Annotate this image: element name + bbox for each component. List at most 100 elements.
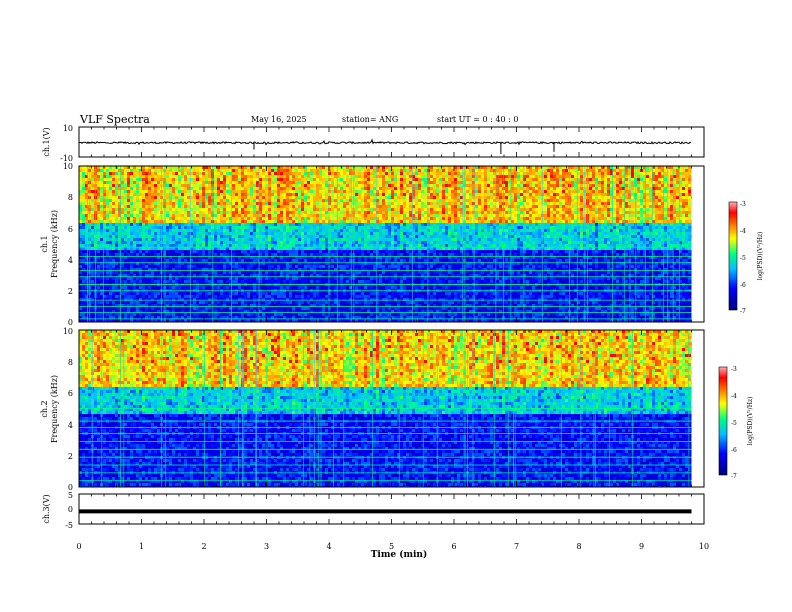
spectrogram-cell xyxy=(91,190,94,193)
spectrogram-cell xyxy=(322,208,325,211)
spectrogram-cell xyxy=(250,244,253,247)
spectrogram-cell xyxy=(115,202,118,205)
spectrogram-cell xyxy=(283,223,286,226)
spectrogram-cell xyxy=(316,271,319,274)
spectrogram-cell xyxy=(157,235,160,238)
spectrogram-cell xyxy=(154,277,157,280)
spectrogram-cell xyxy=(277,316,280,319)
spectrogram-cell xyxy=(130,229,133,232)
spectrogram-cell xyxy=(328,250,331,253)
spectrogram-cell xyxy=(202,220,205,223)
spectrogram-cell xyxy=(268,196,271,199)
spectrogram-cell xyxy=(85,172,88,175)
spectrogram-cell xyxy=(214,193,217,196)
spectrogram-cell xyxy=(85,196,88,199)
spectrogram-cell xyxy=(142,169,145,172)
spectrogram-cell xyxy=(226,205,229,208)
spectrogram-cell xyxy=(256,169,259,172)
spectrogram-cell xyxy=(115,172,118,175)
spectrogram-cell xyxy=(79,181,82,184)
spectrogram-cell xyxy=(133,208,136,211)
spectrogram-cell xyxy=(184,319,187,322)
spectrogram-cell xyxy=(343,259,346,262)
spectrogram-cell xyxy=(118,184,121,187)
spectrogram-cell xyxy=(103,238,106,241)
spectrogram-cell xyxy=(241,223,244,226)
spectrogram-cell xyxy=(133,196,136,199)
spectrogram-cell xyxy=(91,235,94,238)
spectrogram-cell xyxy=(280,181,283,184)
spectrogram-cell xyxy=(256,178,259,181)
spectrogram-cell xyxy=(163,232,166,235)
spectrogram-cell xyxy=(271,193,274,196)
spectrogram-cell xyxy=(85,247,88,250)
spectrogram-cell xyxy=(355,208,358,211)
spectrogram-cell xyxy=(289,169,292,172)
spectrogram-cell xyxy=(148,286,151,289)
spectrogram-cell xyxy=(130,193,133,196)
spectrogram-cell xyxy=(103,217,106,220)
spectrogram-cell xyxy=(133,220,136,223)
spectrogram-cell xyxy=(214,181,217,184)
spectrogram-cell xyxy=(208,214,211,217)
spectrogram-cell xyxy=(301,181,304,184)
spectrogram-cell xyxy=(247,238,250,241)
spectrogram-cell xyxy=(292,205,295,208)
spectrogram-cell xyxy=(217,244,220,247)
spectrogram-cell xyxy=(346,280,349,283)
spectrogram-cell xyxy=(118,295,121,298)
spectrogram-cell xyxy=(280,241,283,244)
spectrogram-cell xyxy=(238,166,241,169)
spectrogram-cell xyxy=(346,238,349,241)
spectrogram-cell xyxy=(166,298,169,301)
spectrogram-cell xyxy=(184,250,187,253)
spectrogram-cell xyxy=(268,166,271,169)
spectrogram-cell xyxy=(277,208,280,211)
spectrogram-cell xyxy=(229,277,232,280)
spectrogram-cell xyxy=(289,265,292,268)
spectrogram-cell xyxy=(151,172,154,175)
spectrogram-cell xyxy=(208,253,211,256)
spectrogram-cell xyxy=(325,229,328,232)
spectrogram-cell xyxy=(334,217,337,220)
spectrogram-cell xyxy=(91,238,94,241)
spectrogram-cell xyxy=(247,190,250,193)
spectrogram-cell xyxy=(286,205,289,208)
spectrogram-cell xyxy=(289,274,292,277)
spectrogram-cell xyxy=(130,217,133,220)
spectrogram-cell xyxy=(289,301,292,304)
spectrogram-cell xyxy=(133,292,136,295)
spectrogram-cell xyxy=(331,175,334,178)
spectrogram-cell xyxy=(325,253,328,256)
spectrogram-cell xyxy=(229,307,232,310)
spectrogram-cell xyxy=(187,313,190,316)
spectrogram-cell xyxy=(334,253,337,256)
spectrogram-cell xyxy=(307,193,310,196)
spectrogram-cell xyxy=(262,208,265,211)
spectrogram-cell xyxy=(106,169,109,172)
spectrogram-cell xyxy=(313,244,316,247)
spectrogram-cell xyxy=(235,265,238,268)
spectrogram-cell xyxy=(214,169,217,172)
spectrogram-cell xyxy=(223,175,226,178)
spectrogram-cell xyxy=(133,184,136,187)
spectrogram-cell xyxy=(172,175,175,178)
spectrogram-cell xyxy=(226,247,229,250)
spectrogram-cell xyxy=(181,247,184,250)
spectrogram-cell xyxy=(307,223,310,226)
spectrogram-cell xyxy=(220,280,223,283)
spectrogram-cell xyxy=(277,280,280,283)
spectrogram-cell xyxy=(286,259,289,262)
spectrogram-cell xyxy=(292,190,295,193)
spectrogram-cell xyxy=(358,271,361,274)
spectrogram-cell xyxy=(319,271,322,274)
spectrogram-cell xyxy=(328,286,331,289)
spectrogram-cell xyxy=(304,277,307,280)
spectrogram-cell xyxy=(202,295,205,298)
spectrogram-cell xyxy=(79,253,82,256)
spectrogram-cell xyxy=(178,199,181,202)
spectrogram-cell xyxy=(103,307,106,310)
spectrogram-cell xyxy=(181,298,184,301)
spectrogram-cell xyxy=(214,229,217,232)
spectrogram-cell xyxy=(97,169,100,172)
